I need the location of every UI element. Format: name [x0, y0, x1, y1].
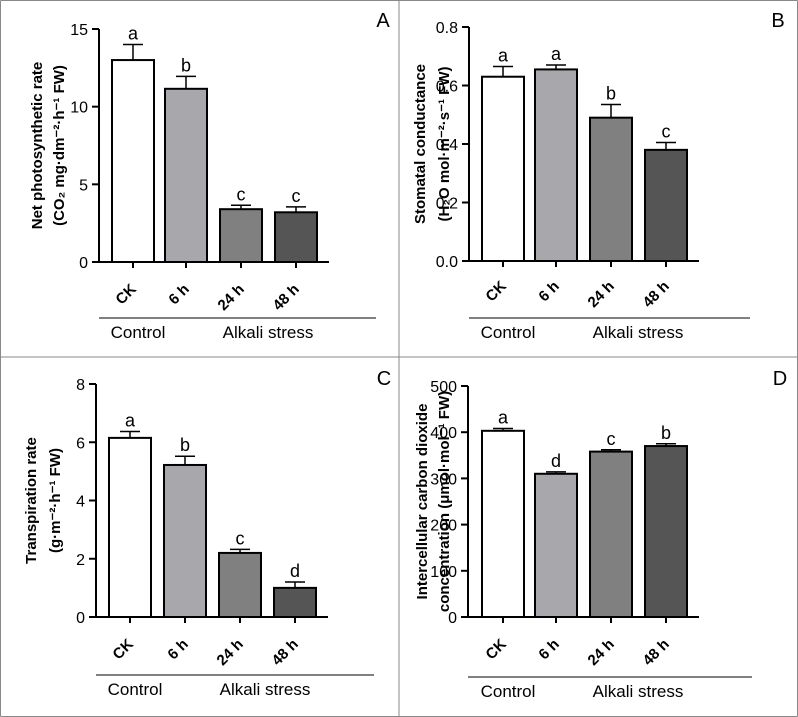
x-tick-label: CK: [109, 636, 136, 663]
x-tick-label: 48 h: [640, 636, 673, 669]
y-tick-label: 0: [79, 255, 88, 272]
y-axis-title-line-2: (CO₂ mg·dm⁻²·h⁻¹ FW): [51, 65, 68, 226]
y-tick-label: 500: [430, 379, 457, 396]
x-tick-label: CK: [482, 278, 509, 305]
bar: [644, 148, 688, 263]
significance-letter: c: [236, 528, 245, 548]
panel-letter: A: [376, 10, 390, 32]
y-tick-label: 10: [70, 100, 88, 117]
panel-letter: D: [773, 368, 787, 390]
panel-letter: C: [377, 368, 391, 390]
x-tick-label: CK: [482, 636, 509, 663]
bar: [218, 551, 262, 618]
y-axis-title-line-1: Net photosynthetic rate: [29, 62, 46, 230]
x-tick-label: 48 h: [640, 278, 673, 311]
y-tick-label: 200: [430, 518, 457, 535]
y-tick-label: 0.2: [436, 196, 458, 213]
y-tick-label: 0.6: [436, 79, 458, 96]
bar: [644, 445, 688, 618]
x-tick-label: 48 h: [269, 636, 302, 669]
bar: [589, 450, 633, 618]
bar: [164, 87, 208, 264]
y-tick-label: 15: [70, 22, 88, 39]
group-label-alkali-stress: Alkali stress: [220, 680, 311, 699]
x-tick-label: CK: [112, 281, 139, 308]
y-tick-label: 300: [430, 471, 457, 488]
group-label-alkali-stress: Alkali stress: [593, 682, 684, 701]
chart-panel-b: 0.0 0.2 0.4 0.6 0.8 Stomatal conductance (H₂O …: [412, 10, 785, 342]
y-axis-title-line-2: (H₂O mol·m⁻²·s⁻¹ FW): [436, 67, 453, 222]
significance-letter: a: [498, 408, 509, 428]
y-tick-label: 8: [76, 377, 85, 394]
x-tick-label: 24 h: [585, 636, 618, 669]
y-axis-title-line-2: (g·m⁻²·h⁻¹ FW): [47, 448, 64, 553]
significance-letter: c: [292, 186, 301, 206]
bar: [481, 75, 525, 262]
significance-letter: b: [180, 435, 190, 455]
x-tick-label: 6 h: [164, 636, 191, 663]
y-tick-label: 0.4: [436, 137, 458, 154]
bar: [108, 436, 152, 618]
bar: [219, 208, 263, 263]
x-tick-label: 48 h: [270, 281, 303, 314]
chart-panel-d: 0 100 200 300 400 500 Intercellular carbon dio…: [414, 368, 787, 701]
y-tick-label: 0: [76, 610, 85, 627]
significance-letter: b: [181, 55, 191, 75]
significance-letter: d: [290, 561, 300, 581]
group-label-control: Control: [108, 680, 163, 699]
y-axis-title-line-1: Stomatal conductance: [412, 64, 429, 224]
bar: [274, 211, 318, 263]
significance-letter: a: [551, 44, 562, 64]
significance-letter: c: [237, 184, 246, 204]
y-tick-label: 0.8: [436, 20, 458, 37]
bar: [481, 429, 525, 618]
bar: [273, 586, 317, 618]
y-axis-title-line-1: Intercellular carbon dioxide: [414, 404, 431, 600]
significance-letter: a: [125, 410, 136, 430]
bar: [534, 68, 578, 262]
group-label-control: Control: [481, 682, 536, 701]
chart-panel-c: 0 2 4 6 8 Transpiration rate (g·m⁻²·h⁻¹ FW) a CK…: [23, 368, 391, 699]
chart-panel-a: 0 5 10 15 Net photosynthetic rate (CO₂ mg·dm⁻…: [29, 10, 390, 342]
y-tick-label: 100: [430, 564, 457, 581]
x-tick-label: 24 h: [214, 636, 247, 669]
group-label-alkali-stress: Alkali stress: [223, 323, 314, 342]
group-label-alkali-stress: Alkali stress: [593, 323, 684, 342]
y-tick-label: 400: [430, 425, 457, 442]
y-tick-label: 2: [76, 552, 85, 569]
group-label-control: Control: [481, 323, 536, 342]
significance-letter: c: [607, 429, 616, 449]
significance-letter: a: [128, 24, 139, 44]
significance-letter: c: [662, 122, 671, 142]
significance-letter: a: [498, 45, 509, 65]
y-axis-title-line-2: concentration (μmol·mol⁻¹ FW): [436, 391, 453, 612]
y-tick-label: 6: [76, 435, 85, 452]
group-label-control: Control: [111, 323, 166, 342]
y-axis-title-line-1: Transpiration rate: [23, 437, 40, 564]
y-tick-label: 0.0: [436, 254, 458, 271]
x-tick-label: 24 h: [215, 281, 248, 314]
significance-letter: b: [606, 84, 616, 104]
x-tick-label: 6 h: [535, 636, 562, 663]
y-tick-label: 4: [76, 494, 85, 511]
x-tick-label: 6 h: [535, 278, 562, 305]
bar: [163, 463, 207, 618]
y-tick-label: 0: [448, 610, 457, 627]
y-tick-label: 5: [79, 177, 88, 194]
bar: [589, 116, 633, 262]
bar: [111, 59, 155, 263]
significance-letter: b: [661, 423, 671, 443]
panel-letter: B: [771, 10, 784, 32]
significance-letter: d: [551, 451, 561, 471]
x-tick-label: 24 h: [585, 278, 618, 311]
bar: [534, 472, 578, 618]
x-tick-label: 6 h: [165, 281, 192, 308]
